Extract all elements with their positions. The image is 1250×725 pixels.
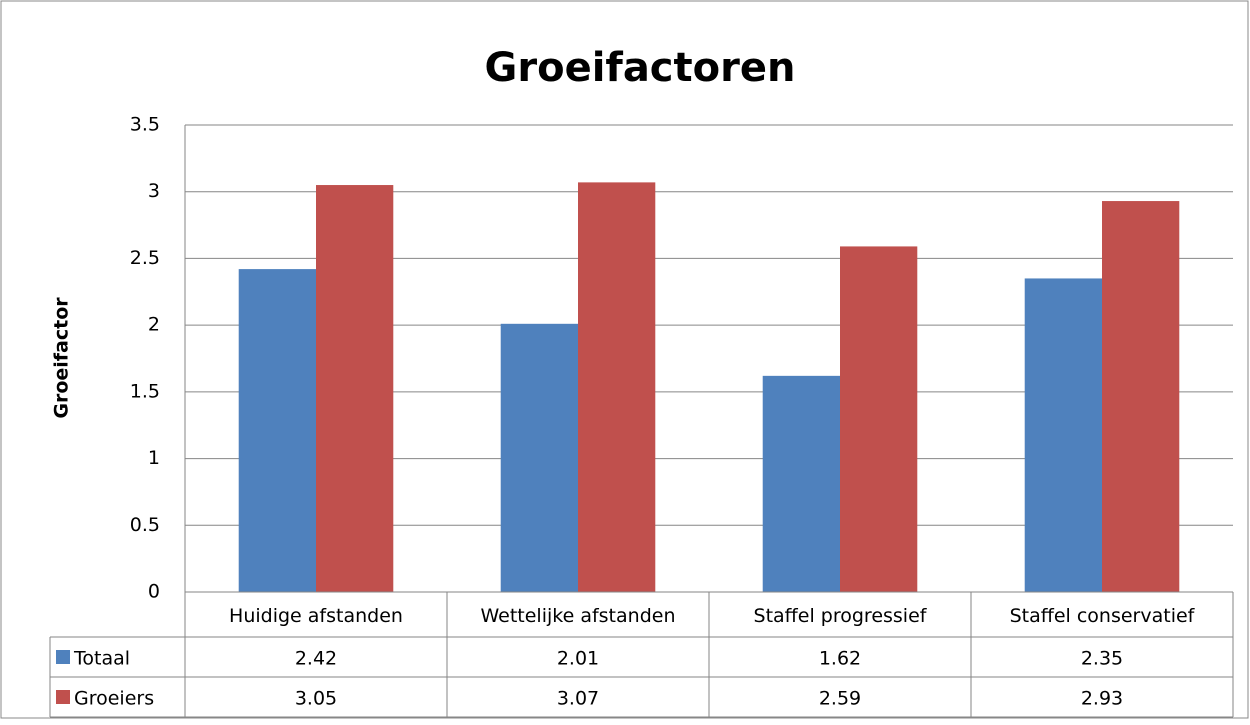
y-tick-label: 0.5 — [130, 514, 160, 536]
y-tick-label: 2.5 — [130, 247, 160, 269]
bar — [316, 185, 394, 593]
bar — [840, 246, 918, 593]
y-tick-label: 1 — [148, 447, 160, 469]
bar — [500, 323, 578, 592]
y-tick-label: 3 — [148, 180, 160, 202]
x-tick-label: Huidige afstanden — [229, 605, 403, 627]
table-value: 2.93 — [1081, 688, 1123, 710]
x-tick-label: Wettelijke afstanden — [480, 605, 675, 627]
table-value: 1.62 — [819, 648, 861, 670]
x-tick-label: Staffel progressief — [754, 605, 928, 627]
y-tick-label: 1.5 — [130, 380, 160, 402]
bar — [1024, 278, 1102, 592]
table-value: 2.59 — [819, 688, 861, 710]
legend-label: Groeiers — [74, 688, 154, 710]
y-tick-label: 2 — [148, 314, 160, 336]
bar — [762, 375, 840, 592]
legend-swatch — [56, 690, 70, 704]
bar — [238, 269, 316, 592]
chart-title: Groeifactoren — [485, 45, 796, 91]
bar — [1102, 201, 1180, 592]
bar — [578, 182, 656, 593]
y-tick-label: 0 — [148, 581, 160, 603]
legend-label: Totaal — [73, 648, 130, 670]
legend-swatch — [56, 650, 70, 664]
x-tick-label: Staffel conservatief — [1010, 605, 1196, 627]
y-tick-label: 3.5 — [130, 114, 160, 136]
table-value: 2.01 — [557, 648, 599, 670]
table-value: 3.07 — [557, 688, 599, 710]
table-value: 2.42 — [295, 648, 337, 670]
y-axis-label: Groeifactor — [51, 297, 73, 419]
table-value: 2.35 — [1081, 648, 1123, 670]
table-value: 3.05 — [295, 688, 337, 710]
